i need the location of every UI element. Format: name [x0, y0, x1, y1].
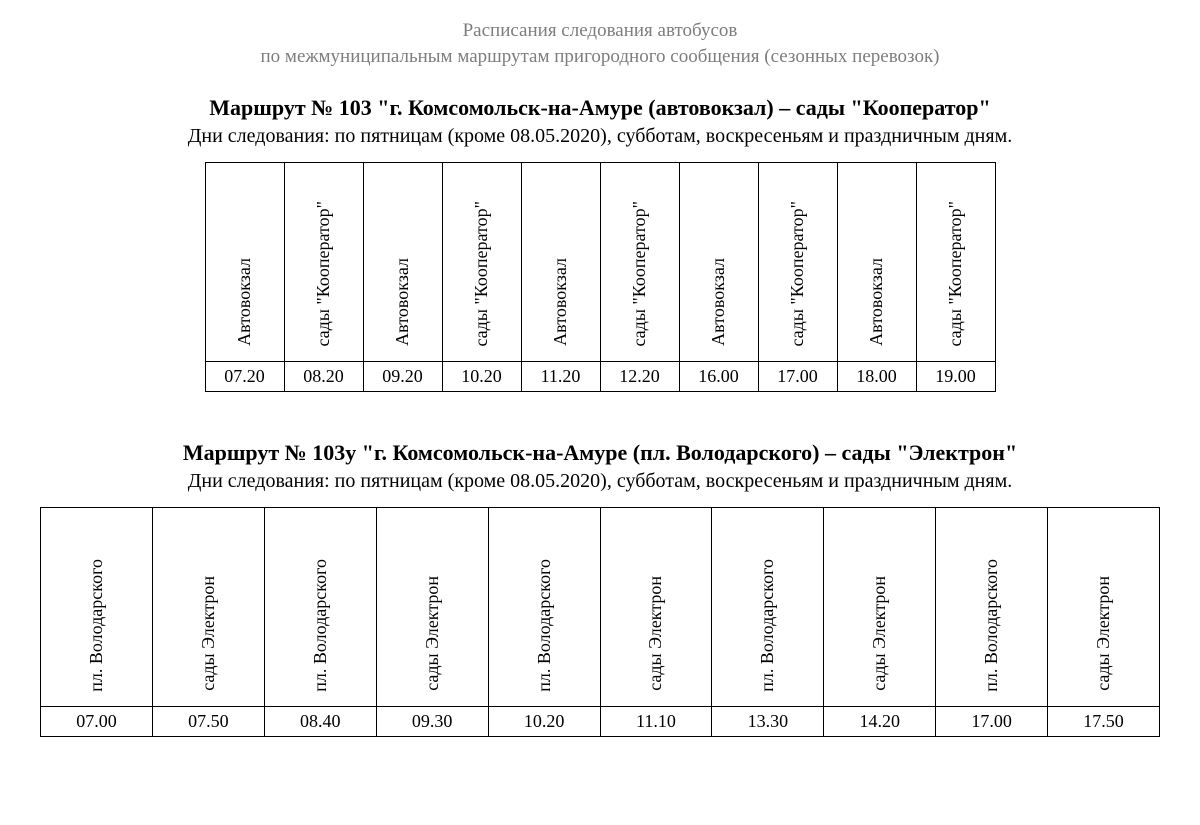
stop-header-cell: Автовокзал	[837, 163, 916, 362]
stop-label: пл. Володарского	[310, 553, 331, 698]
time-cell: 09.20	[363, 362, 442, 392]
stop-label: Автовокзал	[392, 252, 413, 352]
time-cell: 11.20	[521, 362, 600, 392]
stop-label: Автовокзал	[866, 252, 887, 352]
stop-label: Автовокзал	[550, 252, 571, 352]
stop-header-cell: сады Электрон	[600, 508, 712, 707]
table-header-row: пл. Володарского сады Электрон пл. Володар…	[41, 508, 1160, 707]
route-block: Маршрут № 103 "г. Комсомольск-на-Амуре (…	[40, 95, 1160, 392]
stop-label: сады "Кооператор"	[471, 195, 492, 353]
schedule-table: пл. Володарского сады Электрон пл. Володар…	[40, 507, 1160, 737]
route-block: Маршрут № 103у "г. Комсомольск-на-Амуре …	[40, 440, 1160, 737]
time-cell: 08.20	[284, 362, 363, 392]
time-cell: 17.00	[936, 707, 1048, 737]
route-days: Дни следования: по пятницам (кроме 08.05…	[40, 470, 1160, 493]
time-cell: 17.50	[1048, 707, 1160, 737]
stop-header-cell: пл. Володарского	[936, 508, 1048, 707]
stop-header-cell: Автовокзал	[679, 163, 758, 362]
time-cell: 12.20	[600, 362, 679, 392]
stop-header-cell: Автовокзал	[521, 163, 600, 362]
document-header-line1: Расписания следования автобусов	[40, 18, 1160, 44]
time-cell: 17.00	[758, 362, 837, 392]
stop-label: сады "Кооператор"	[313, 195, 334, 353]
stop-header-cell: сады Электрон	[152, 508, 264, 707]
table-header-row: Автовокзал сады "Кооператор" Автовокзал сад…	[205, 163, 995, 362]
stop-header-cell: сады Электрон	[1048, 508, 1160, 707]
stop-header-cell: пл. Володарского	[488, 508, 600, 707]
time-cell: 07.00	[41, 707, 153, 737]
stop-label: пл. Володарского	[534, 553, 555, 698]
page: Расписания следования автобусов по межму…	[0, 0, 1200, 825]
stop-header-cell: Автовокзал	[205, 163, 284, 362]
stop-header-cell: сады "Кооператор"	[600, 163, 679, 362]
stop-label: сады Электрон	[198, 570, 219, 697]
stop-label: Автовокзал	[234, 252, 255, 352]
stop-label: сады Электрон	[869, 570, 890, 697]
document-header-line2: по межмуниципальным маршрутам пригородно…	[40, 44, 1160, 70]
time-cell: 14.20	[824, 707, 936, 737]
time-cell: 10.20	[488, 707, 600, 737]
time-cell: 13.30	[712, 707, 824, 737]
stop-label: пл. Володарского	[981, 553, 1002, 698]
stop-label: Автовокзал	[708, 252, 729, 352]
table-times-row: 07.0007.5008.4009.3010.2011.1013.3014.20…	[41, 707, 1160, 737]
stop-header-cell: сады "Кооператор"	[284, 163, 363, 362]
stop-header-cell: сады "Кооператор"	[916, 163, 995, 362]
route-days: Дни следования: по пятницам (кроме 08.05…	[40, 125, 1160, 148]
routes-container: Маршрут № 103 "г. Комсомольск-на-Амуре (…	[40, 95, 1160, 737]
stop-header-cell: пл. Володарского	[712, 508, 824, 707]
time-cell: 11.10	[600, 707, 712, 737]
stop-label: сады "Кооператор"	[787, 195, 808, 353]
stop-label: пл. Володарского	[757, 553, 778, 698]
time-cell: 19.00	[916, 362, 995, 392]
stop-header-cell: пл. Володарского	[41, 508, 153, 707]
time-cell: 08.40	[264, 707, 376, 737]
time-cell: 07.20	[205, 362, 284, 392]
stop-label: пл. Володарского	[86, 553, 107, 698]
route-title: Маршрут № 103у "г. Комсомольск-на-Амуре …	[40, 440, 1160, 466]
stop-label: сады Электрон	[645, 570, 666, 697]
route-title: Маршрут № 103 "г. Комсомольск-на-Амуре (…	[40, 95, 1160, 121]
schedule-table: Автовокзал сады "Кооператор" Автовокзал сад…	[205, 162, 996, 392]
document-header: Расписания следования автобусов по межму…	[40, 18, 1160, 69]
time-cell: 07.50	[152, 707, 264, 737]
stop-header-cell: сады "Кооператор"	[758, 163, 837, 362]
table-times-row: 07.2008.2009.2010.2011.2012.2016.0017.00…	[205, 362, 995, 392]
stop-header-cell: пл. Володарского	[264, 508, 376, 707]
stop-label: сады Электрон	[422, 570, 443, 697]
stop-label: сады "Кооператор"	[945, 195, 966, 353]
time-cell: 09.30	[376, 707, 488, 737]
time-cell: 16.00	[679, 362, 758, 392]
stop-header-cell: сады Электрон	[824, 508, 936, 707]
stop-header-cell: сады "Кооператор"	[442, 163, 521, 362]
stop-header-cell: Автовокзал	[363, 163, 442, 362]
stop-label: сады "Кооператор"	[629, 195, 650, 353]
time-cell: 18.00	[837, 362, 916, 392]
stop-label: сады Электрон	[1093, 570, 1114, 697]
time-cell: 10.20	[442, 362, 521, 392]
stop-header-cell: сады Электрон	[376, 508, 488, 707]
